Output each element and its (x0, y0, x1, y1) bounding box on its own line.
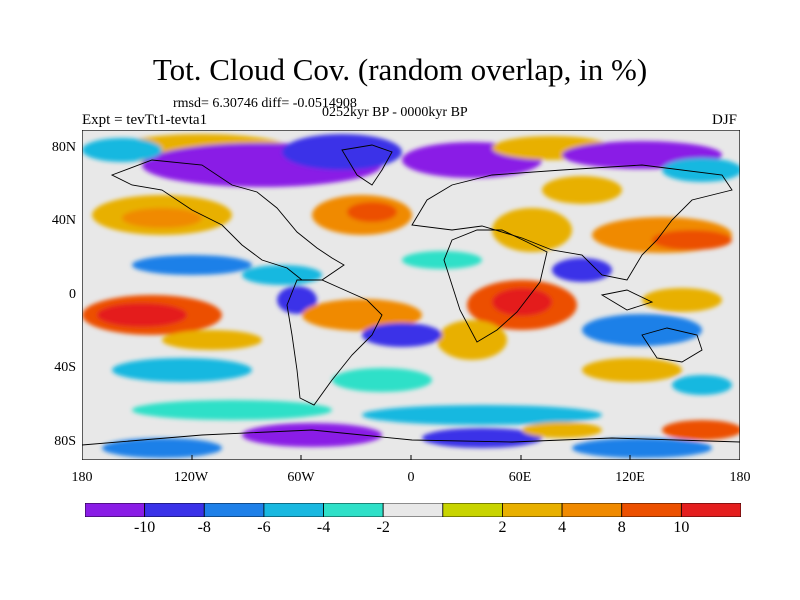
colorbar-box (85, 503, 146, 517)
colorbar-label: -4 (316, 519, 331, 536)
lat-tick-label: 40S (54, 360, 76, 375)
lat-tick-label: 40N (51, 213, 76, 228)
period-label: 0252kyr BP - 0000kyr BP (322, 105, 468, 120)
lat-tick-label: 80N (51, 140, 76, 155)
season-label: DJF (712, 112, 738, 128)
colorbar-label: 10 (673, 519, 690, 536)
anomaly-field (82, 130, 740, 460)
colorbar-label: 2 (498, 519, 507, 536)
colorbar-box (442, 503, 503, 517)
colorbar-box (382, 503, 444, 517)
coastlines (82, 144, 740, 446)
colorbar-label: -8 (197, 519, 211, 536)
lat-tick-label: 80S (54, 434, 76, 449)
lon-tick-label: 180 (71, 470, 93, 485)
colorbar-label: -2 (376, 519, 390, 536)
colorbar-box (323, 503, 384, 517)
colorbar-box (144, 503, 205, 517)
colorbar-label: 8 (617, 519, 626, 536)
colorbar-label: -6 (257, 519, 271, 536)
map-title: Tot. Cloud Cov. (random overlap, in %) (152, 52, 648, 87)
axis-ticks (191, 455, 631, 460)
lon-tick-label: 0 (407, 470, 415, 485)
lon-tick-label: 120E (615, 470, 645, 485)
lon-tick-label: 60E (508, 470, 532, 485)
colorbar-box (621, 503, 682, 517)
experiment-label: Expt = tevTt1-tevta1 (82, 112, 208, 128)
colorbar-label: 4 (558, 519, 567, 536)
colorbar (85, 503, 741, 517)
colorbar-box (203, 503, 265, 517)
colorbar-box (263, 503, 324, 517)
lon-tick-label: 180 (729, 470, 751, 485)
lon-tick-label: 60W (287, 470, 315, 485)
colorbar-box (502, 503, 563, 517)
colorbar-box (680, 503, 741, 517)
cloud-cover-map (82, 130, 740, 460)
colorbar-box (561, 503, 623, 517)
stats-label: rmsd= 6.30746 diff= -0.0514908 (173, 96, 357, 111)
lon-tick-label: 120W (173, 470, 209, 485)
lat-tick-label: 0 (69, 287, 76, 302)
colorbar-label: -10 (133, 519, 156, 536)
